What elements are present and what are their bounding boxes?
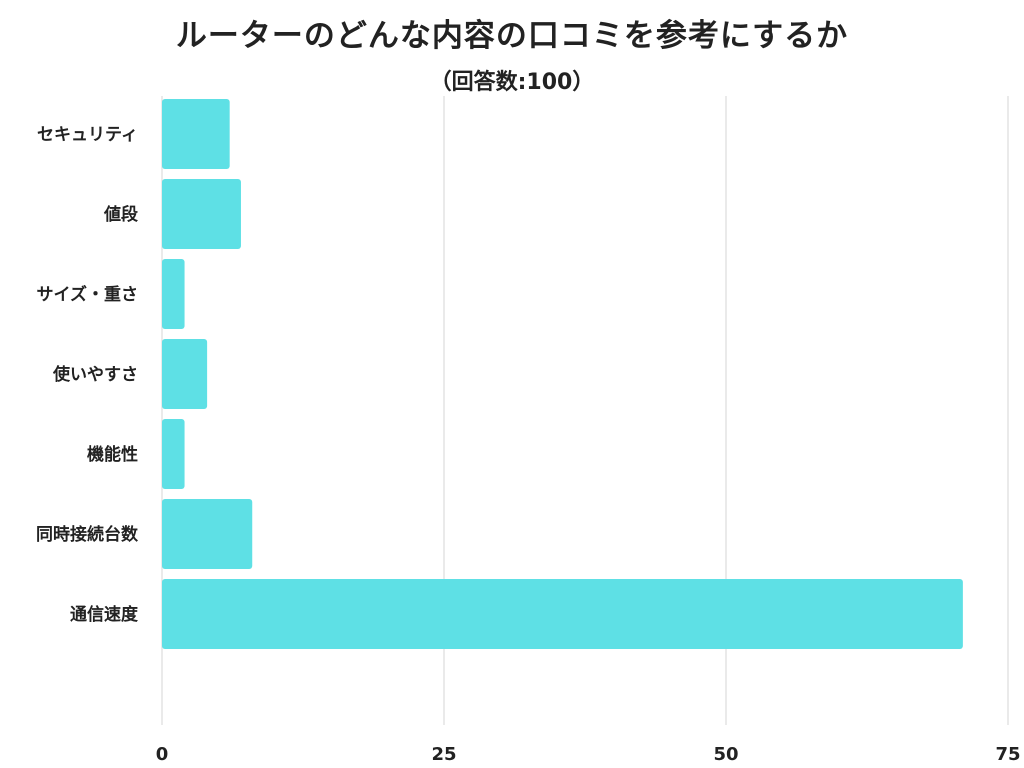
category-label: 値段 — [103, 204, 138, 225]
category-label: 使いやすさ — [52, 364, 138, 385]
chart-subtitle: （回答数:100） — [429, 70, 595, 95]
x-tick-label: 50 — [713, 744, 738, 765]
x-tick-label: 25 — [431, 744, 456, 765]
bars — [162, 99, 963, 649]
category-label: 機能性 — [87, 444, 138, 465]
chart-title: ルーターのどんな内容の口コミを参考にするか — [175, 18, 849, 54]
bar — [162, 259, 185, 329]
bar — [162, 419, 185, 489]
category-label: 通信速度 — [70, 604, 139, 625]
bar — [162, 179, 241, 249]
bar — [162, 499, 253, 569]
x-axis-ticks: 0 25 50 75 — [156, 744, 1021, 765]
bar — [162, 339, 208, 409]
x-tick-label: 75 — [995, 744, 1020, 765]
category-label: セキュリティ — [37, 125, 138, 145]
bar — [162, 579, 963, 649]
x-tick-label: 0 — [156, 744, 169, 765]
bar — [162, 99, 230, 169]
category-label: 同時接続台数 — [36, 524, 139, 545]
category-label: サイズ・重さ — [37, 284, 139, 305]
